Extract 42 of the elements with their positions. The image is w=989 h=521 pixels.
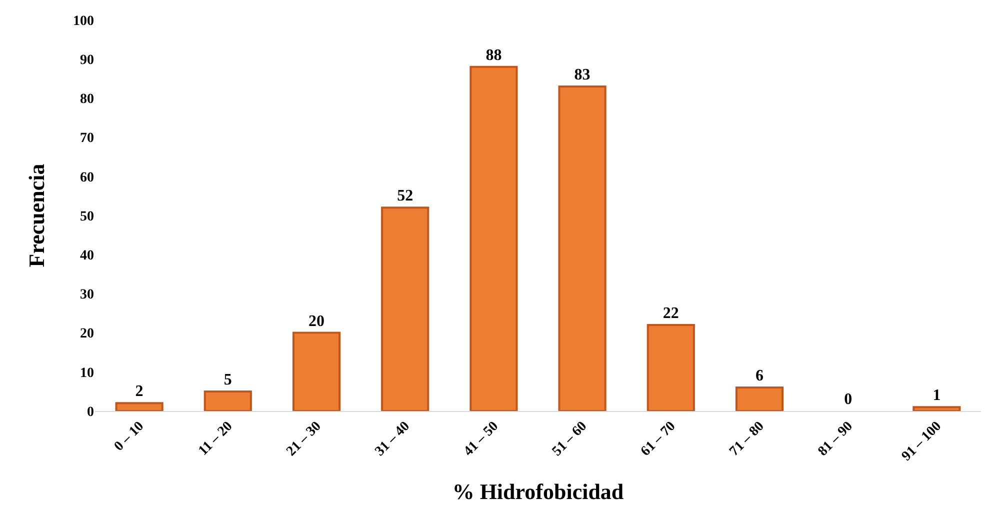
y-tick-label: 70 [80,131,94,146]
data-label: 83 [574,66,590,84]
y-tick-label: 90 [80,53,94,68]
x-tick-label: 91 – 100 [899,418,944,464]
bar [558,85,606,411]
x-tick-label: 81 – 90 [816,418,856,460]
data-label: 20 [308,312,324,330]
x-tick-label: 41 – 50 [461,418,502,460]
x-tick-label: 0 – 10 [112,418,148,454]
data-label: 1 [932,387,941,404]
bar [912,406,961,411]
y-tick-label: 80 [80,92,94,108]
data-label: 2 [135,383,144,400]
x-axis-title: % Hidrofobicidad [452,479,624,504]
bar [381,206,430,411]
y-axis-title: Frecuencia [24,164,49,268]
y-tick-label: 60 [80,170,94,186]
data-label: 88 [486,46,502,64]
y-tick-label: 30 [80,288,94,303]
y-tick-label: 0 [87,404,94,420]
data-label: 6 [756,368,764,385]
bar [735,386,784,411]
y-tick-label: 50 [80,209,94,224]
x-tick-label: 61 – 70 [638,418,679,460]
x-tick-label: 21 – 30 [284,418,324,460]
x-tick-label: 51 – 60 [550,418,590,460]
y-tick-label: 10 [80,366,94,381]
x-tick-label: 11 – 20 [196,418,236,459]
x-tick-label: 31 – 40 [372,418,413,460]
bar [115,402,164,411]
bar [470,66,518,411]
y-tick-label: 100 [73,14,94,29]
y-tick-label: 20 [80,326,94,342]
bar [292,332,341,411]
bar [646,324,695,411]
bar [204,390,252,411]
data-label: 52 [397,188,414,205]
y-tick-label: 40 [80,248,94,264]
x-tick-label: 71 – 80 [726,418,768,460]
data-label: 0 [844,391,852,408]
data-label: 22 [662,304,679,322]
data-label: 5 [224,371,232,388]
